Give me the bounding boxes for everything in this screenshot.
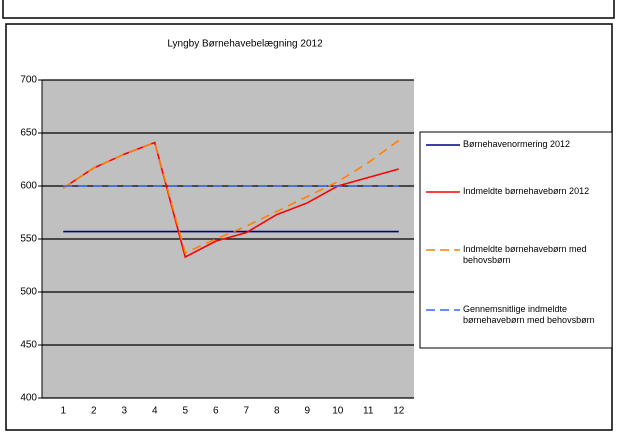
x-tick-label: 4 (152, 406, 158, 417)
legend-label: Børnehavenormering 2012 (463, 139, 571, 149)
legend-label: Gennemsnitlige indmeldte børnehavebørn m… (463, 304, 595, 325)
series-line (62, 139, 400, 254)
legend-item: Børnehavenormering 2012 (463, 139, 571, 149)
x-tick-label: 11 (363, 406, 374, 417)
x-tick-label: 3 (121, 406, 127, 417)
legend (419, 131, 613, 349)
y-tick-label: 650 (20, 128, 37, 139)
y-tick-label: 600 (20, 181, 37, 192)
x-tick-label: 7 (243, 406, 249, 417)
legend-item: Indmeldte børnehavebørn med behovsbørn (463, 244, 587, 265)
y-tick-label: 450 (20, 340, 37, 351)
x-tick-label: 8 (274, 406, 280, 417)
legend-item: Indmeldte børnehavebørn 2012 (463, 186, 590, 196)
chart-title: Lyngby Børnehavebelægning 2012 (167, 39, 323, 50)
y-tick-label: 400 (20, 393, 37, 404)
x-tick-label: 2 (91, 406, 97, 417)
y-tick-label: 500 (20, 287, 37, 298)
y-tick-label: 550 (20, 234, 37, 245)
x-tick-label: 6 (213, 406, 219, 417)
legend-label: Indmeldte børnehavebørn 2012 (463, 186, 590, 196)
x-tick-label: 9 (304, 406, 310, 417)
legend-item: Gennemsnitlige indmeldte børnehavebørn m… (463, 304, 595, 325)
legend-label: Indmeldte børnehavebørn med behovsbørn (463, 244, 587, 265)
x-tick-label: 10 (332, 406, 344, 417)
x-tick-label: 5 (182, 406, 188, 417)
x-tick-label: 1 (60, 406, 66, 417)
y-tick-label: 700 (20, 75, 37, 86)
top-box (2, 0, 615, 19)
x-tick-label: 12 (393, 406, 405, 417)
